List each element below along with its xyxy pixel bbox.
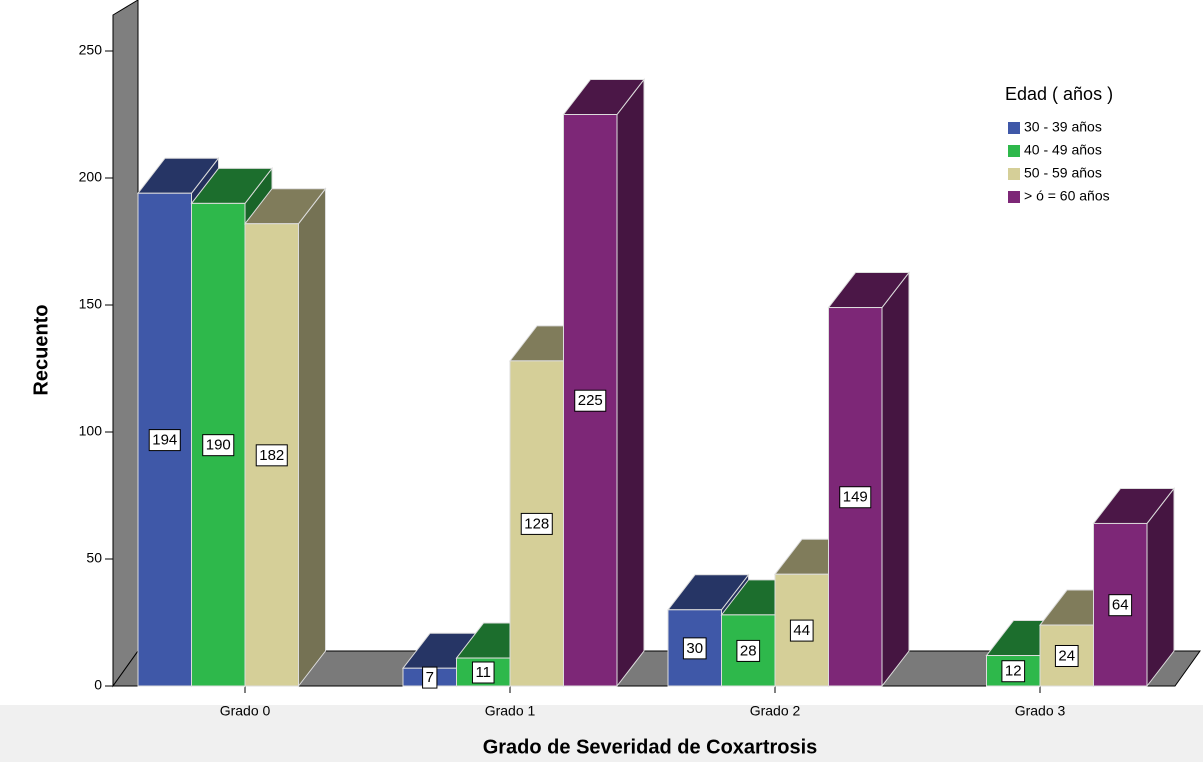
legend-label: > ó = 60 años xyxy=(1024,188,1110,204)
value-label-box xyxy=(471,661,495,684)
value-label-box xyxy=(789,619,814,642)
y-tick-label: 150 xyxy=(79,296,103,312)
x-axis-title: Grado de Severidad de Coxartrosis xyxy=(483,736,818,758)
value-label-box xyxy=(148,429,181,452)
legend-label: 50 - 59 años xyxy=(1024,165,1102,181)
value-label: 12 xyxy=(1005,663,1022,680)
value-label: 28 xyxy=(740,642,757,659)
value-label: 225 xyxy=(578,392,603,409)
value-label: 7 xyxy=(426,669,434,686)
y-tick-label: 0 xyxy=(94,677,102,693)
value-label: 44 xyxy=(793,622,810,639)
x-tick-label: Grado 2 xyxy=(750,703,801,719)
y-tick-label: 100 xyxy=(79,423,103,439)
value-label: 194 xyxy=(152,432,177,449)
value-label-box xyxy=(574,389,607,412)
value-label: 128 xyxy=(524,515,549,532)
y-tick-label: 200 xyxy=(79,169,103,185)
legend-swatch xyxy=(1008,168,1020,180)
value-label-box xyxy=(520,512,553,535)
value-label-box xyxy=(839,486,872,509)
bar-side xyxy=(298,187,326,688)
value-label: 11 xyxy=(475,664,491,681)
bar-side xyxy=(881,271,910,688)
back-wall xyxy=(112,0,139,688)
legend-swatch xyxy=(1008,191,1020,203)
value-label-box xyxy=(1108,594,1133,617)
y-axis-title: Recuento xyxy=(30,304,52,395)
value-label: 182 xyxy=(259,447,284,464)
legend-label: 40 - 49 años xyxy=(1024,142,1102,158)
legend-swatch xyxy=(1008,122,1020,134)
legend-title: Edad ( años ) xyxy=(1005,84,1113,104)
y-tick-label: 50 xyxy=(86,550,102,566)
value-label-box xyxy=(736,639,761,662)
value-label: 24 xyxy=(1058,647,1075,664)
value-label: 64 xyxy=(1112,597,1129,614)
value-label-box xyxy=(255,444,288,467)
x-tick-label: Grado 0 xyxy=(220,703,271,719)
legend-label: 30 - 39 años xyxy=(1024,119,1102,135)
value-label: 149 xyxy=(843,489,868,506)
value-label-box xyxy=(202,434,235,457)
legend-swatch xyxy=(1008,145,1020,157)
x-tick-label: Grado 3 xyxy=(1015,703,1066,719)
bar-side xyxy=(616,78,645,688)
value-label: 30 xyxy=(686,640,703,657)
footer-background xyxy=(0,705,1203,762)
value-label-box xyxy=(1001,660,1026,683)
value-label: 190 xyxy=(206,437,231,454)
value-label-box xyxy=(682,637,707,660)
value-label-box xyxy=(422,666,438,689)
y-tick-label: 250 xyxy=(79,42,103,58)
x-tick-label: Grado 1 xyxy=(485,703,536,719)
value-label-box xyxy=(1054,644,1079,667)
